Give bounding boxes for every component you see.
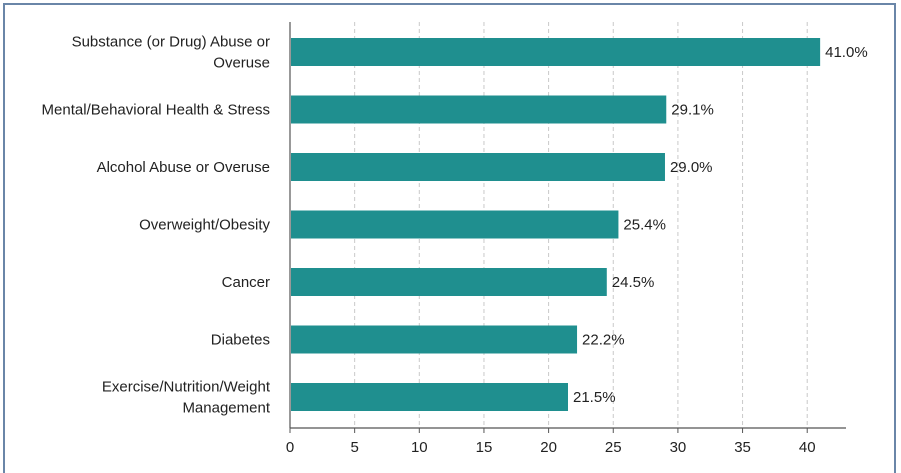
x-tick-label: 0 bbox=[286, 439, 294, 456]
axes bbox=[289, 22, 846, 433]
x-tick-label: 30 bbox=[670, 439, 687, 456]
category-label: Alcohol Abuse or Overuse bbox=[97, 159, 270, 176]
value-label: 29.1% bbox=[671, 102, 714, 119]
x-tick-label: 35 bbox=[734, 439, 751, 456]
bar bbox=[291, 38, 821, 66]
x-tick-label: 15 bbox=[476, 439, 493, 456]
bar bbox=[291, 210, 619, 239]
category-label: Mental/Behavioral Health & Stress bbox=[42, 102, 270, 119]
value-label: 22.2% bbox=[582, 332, 625, 349]
x-tick-label: 5 bbox=[350, 439, 358, 456]
value-label: 29.0% bbox=[670, 159, 713, 176]
value-label: 24.5% bbox=[612, 274, 655, 291]
bar bbox=[291, 325, 578, 354]
category-label: Overweight/Obesity bbox=[139, 217, 270, 234]
category-label: Overuse bbox=[213, 55, 270, 72]
bar bbox=[291, 153, 665, 181]
x-tick-label: 20 bbox=[540, 439, 557, 456]
x-tick-label: 25 bbox=[605, 439, 622, 456]
category-labels: Substance (or Drug) Abuse or Overuse Menta… bbox=[42, 34, 271, 417]
category-label: Substance (or Drug) Abuse or bbox=[72, 34, 270, 51]
category-label: Exercise/Nutrition/Weight bbox=[102, 379, 271, 396]
bars bbox=[291, 38, 821, 411]
category-label: Cancer bbox=[222, 274, 270, 291]
bar bbox=[291, 268, 607, 296]
value-label: 25.4% bbox=[623, 217, 666, 234]
value-labels: 41.0% 29.1% 29.0% 25.4% 24.5% 22.2% 21.5% bbox=[573, 44, 868, 406]
category-label: Management bbox=[182, 400, 270, 417]
value-label: 41.0% bbox=[825, 44, 868, 61]
x-tick-labels: 0 5 10 15 20 25 30 35 40 bbox=[286, 439, 816, 456]
category-label: Diabetes bbox=[211, 332, 270, 349]
x-tick-label: 40 bbox=[799, 439, 816, 456]
value-label: 21.5% bbox=[573, 389, 616, 406]
bar bbox=[291, 383, 568, 411]
bar bbox=[291, 95, 667, 124]
x-tick-label: 10 bbox=[411, 439, 428, 456]
